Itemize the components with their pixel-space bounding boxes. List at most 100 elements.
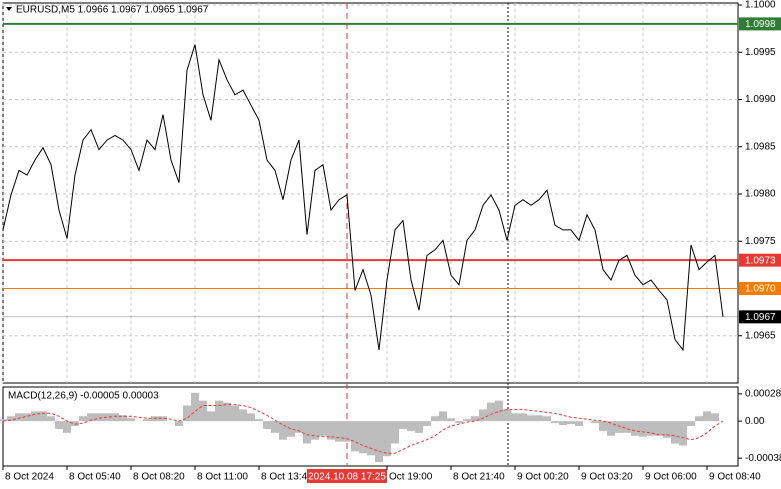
x-tick-label: 8 Oct 08:20 xyxy=(133,472,185,483)
macd-bar xyxy=(367,421,375,456)
macd-bar xyxy=(47,416,55,422)
macd-bar xyxy=(335,421,343,442)
macd-bar xyxy=(87,413,95,422)
macd-bar xyxy=(55,421,63,429)
x-tick-label: 9 Oct 08:40 xyxy=(709,472,761,483)
macd-bar xyxy=(463,419,471,422)
x-tick-label: 8 Oct 05:40 xyxy=(69,472,121,483)
macd-bar xyxy=(159,416,167,422)
macd-bar xyxy=(399,421,407,429)
macd-bar xyxy=(263,421,271,429)
macd-bar xyxy=(519,413,527,422)
macd-bar xyxy=(415,421,423,433)
macd-bar xyxy=(223,402,231,422)
y-tick-label: 1.0985 xyxy=(745,141,776,152)
x-tick-label: 8 Oct 13:40 xyxy=(261,472,313,483)
macd-bar xyxy=(671,421,679,444)
macd-bar xyxy=(495,400,503,422)
price-line xyxy=(2,44,724,352)
macd-bar xyxy=(271,421,279,433)
macd-bar xyxy=(663,421,671,438)
macd-bar xyxy=(303,421,311,444)
macd-bar xyxy=(215,400,223,422)
price-panel xyxy=(2,2,739,384)
macd-bar xyxy=(199,400,207,422)
macd-bar xyxy=(383,421,391,457)
macd-bar xyxy=(319,421,327,436)
chart-title: EURUSD,M5 1.0966 1.0967 1.0965 1.0967 xyxy=(16,5,209,16)
macd-bar xyxy=(15,413,23,422)
macd-bar xyxy=(375,421,383,463)
macd-bar xyxy=(207,411,215,422)
macd-bar xyxy=(527,415,535,422)
macd-bar xyxy=(183,405,191,422)
macd-bar xyxy=(535,415,543,422)
macd-bar xyxy=(703,411,711,422)
level-label: 1.0967 xyxy=(745,312,776,323)
macd-bar xyxy=(543,416,551,422)
y-tick-label: 1.0980 xyxy=(745,189,776,200)
macd-bar xyxy=(0,419,7,422)
cursor-label-box xyxy=(307,469,387,483)
macd-bar xyxy=(343,421,351,442)
macd-bar xyxy=(423,421,431,427)
macd-bar xyxy=(311,421,319,440)
x-tick-label: 8 Oct 2024 xyxy=(5,472,54,483)
level-label: 1.0973 xyxy=(745,255,776,266)
macd-bar xyxy=(327,421,335,440)
macd-bar xyxy=(599,421,607,431)
macd-bar xyxy=(455,421,463,424)
macd-bar xyxy=(551,421,559,424)
y-tick-label: 0.00028 xyxy=(745,388,781,399)
x-tick-label: Oct 19:00 xyxy=(389,472,433,483)
macd-bar xyxy=(63,421,71,433)
macd-bar xyxy=(39,411,47,422)
x-tick-label: 8 Oct 21:40 xyxy=(453,472,505,483)
macd-bar xyxy=(439,411,447,422)
level-label: 1.0970 xyxy=(745,284,776,295)
y-tick-label: 0.00 xyxy=(745,416,765,427)
macd-bar xyxy=(143,419,151,422)
macd-bar xyxy=(111,413,119,422)
macd-bar xyxy=(119,415,127,422)
y-tick-label: 1.0995 xyxy=(745,47,776,58)
macd-bar xyxy=(695,416,703,422)
macd-bar xyxy=(679,421,687,446)
macd-bar xyxy=(623,421,631,433)
macd-bar xyxy=(647,421,655,436)
level-label: 1.0998 xyxy=(745,19,776,30)
macd-bar xyxy=(687,421,695,427)
y-tick-label: 1.1000 xyxy=(745,0,776,11)
x-tick-label: 8 Oct 11:00 xyxy=(197,472,248,483)
x-tick-label: 9 Oct 03:20 xyxy=(581,472,633,483)
y-tick-label: -0.00038 xyxy=(745,453,781,464)
title-icon xyxy=(6,7,12,11)
macd-bar xyxy=(31,411,39,422)
macd-bar xyxy=(279,421,287,440)
macd-bar xyxy=(359,421,367,454)
y-tick-label: 1.0975 xyxy=(745,236,776,247)
macd-bar xyxy=(95,413,103,422)
level-label-box xyxy=(739,282,781,295)
macd-bar xyxy=(479,409,487,422)
x-tick-label: 9 Oct 00:20 xyxy=(517,472,569,483)
macd-bar xyxy=(175,421,183,427)
macd-bar xyxy=(295,421,303,433)
macd-bar xyxy=(567,421,575,425)
y-tick-label: 1.0965 xyxy=(745,330,776,341)
macd-bar xyxy=(239,409,247,422)
macd-bar xyxy=(79,416,87,422)
macd-bar xyxy=(191,392,199,422)
macd-bar xyxy=(503,409,511,422)
macd-bar xyxy=(7,416,15,422)
macd-bar xyxy=(575,421,583,427)
macd-bar xyxy=(127,418,135,422)
macd-bar xyxy=(431,416,439,422)
macd-bar xyxy=(407,421,415,431)
macd-bar xyxy=(615,421,623,433)
macd-bar xyxy=(231,405,239,422)
x-tick-label: 9 Oct 06:00 xyxy=(645,472,697,483)
macd-bar xyxy=(639,421,647,437)
cursor-label: 2024.10.08 17:25 xyxy=(308,472,386,483)
macd-bar xyxy=(711,413,719,422)
